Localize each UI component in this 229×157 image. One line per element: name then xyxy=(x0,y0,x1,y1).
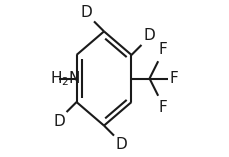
Text: D: D xyxy=(53,114,65,129)
Text: D: D xyxy=(142,28,154,43)
Text: F: F xyxy=(169,71,177,86)
Text: F: F xyxy=(158,100,167,115)
Text: D: D xyxy=(80,5,92,20)
Text: H$_2$N: H$_2$N xyxy=(50,69,80,88)
Text: F: F xyxy=(158,42,167,57)
Text: D: D xyxy=(115,137,127,152)
